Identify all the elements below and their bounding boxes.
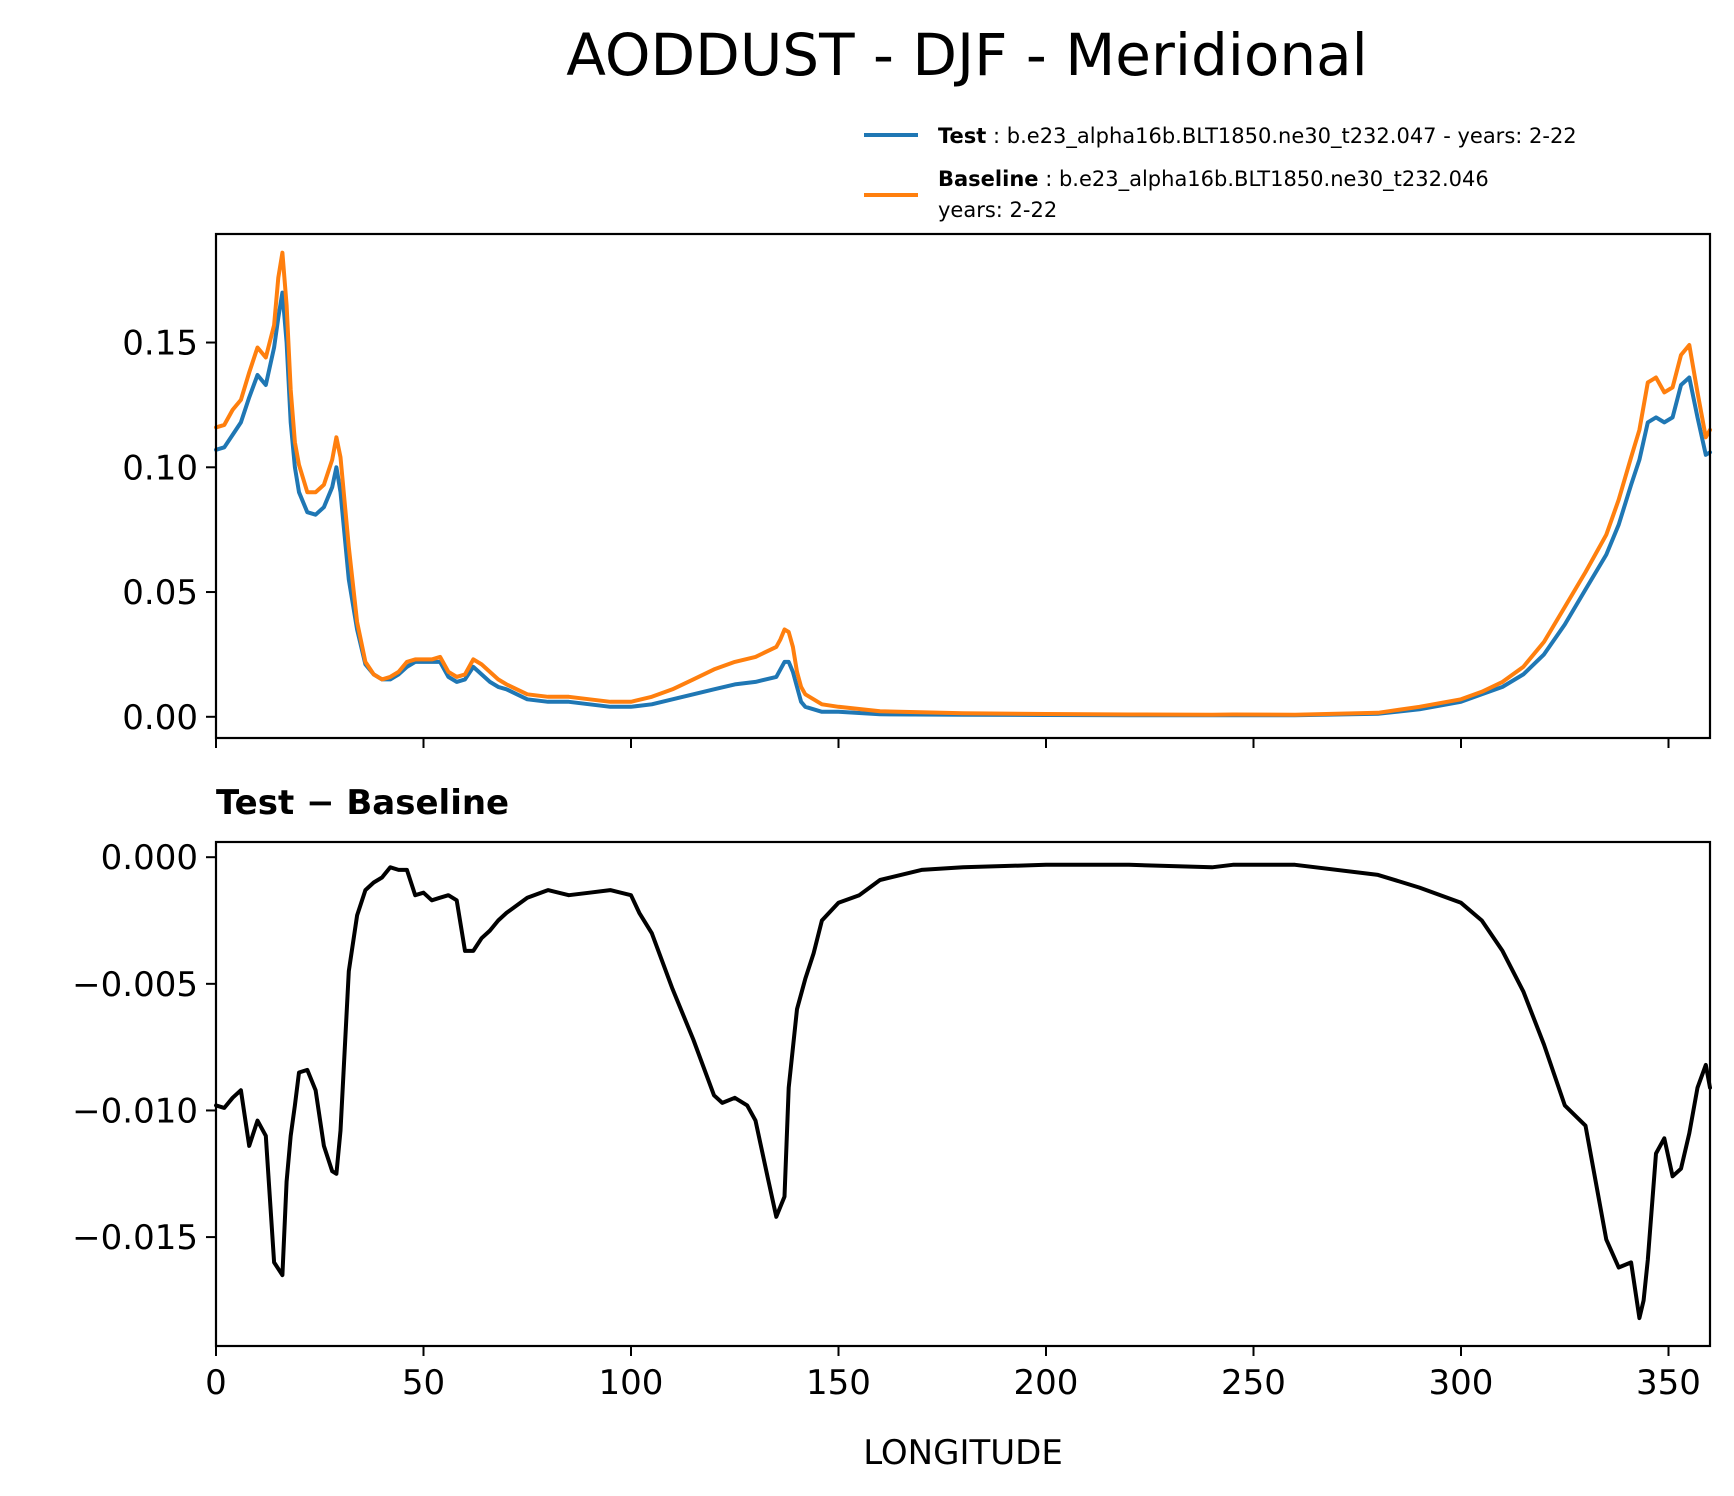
bottom-x-tick-label: 200 xyxy=(1014,1363,1079,1403)
bottom-y-tick-label: −0.015 xyxy=(72,1218,198,1258)
legend-test-label-bold: Test xyxy=(938,124,986,148)
legend-baseline-text: Baseline : b.e23_alpha16b.BLT1850.ne30_t… xyxy=(938,167,1489,192)
bottom-x-tick-label: 350 xyxy=(1636,1363,1701,1403)
bottom-x-tick-label: 150 xyxy=(806,1363,871,1403)
bottom-x-tick-label: 250 xyxy=(1221,1363,1286,1403)
legend-baseline-label: : b.e23_alpha16b.BLT1850.ne30_t232.046 xyxy=(1045,167,1489,192)
bottom-x-axis: 0 50 100 150 200 250 300 350 xyxy=(205,1346,1701,1403)
bottom-x-tick-label: 300 xyxy=(1429,1363,1494,1403)
legend: Test : b.e23_alpha16b.BLT1850.ne30_t232.… xyxy=(864,124,1577,222)
top-plot-frame xyxy=(214,232,1712,740)
bottom-panel-title: Test − Baseline xyxy=(216,783,509,823)
bottom-y-tick-label: 0.000 xyxy=(101,838,198,878)
bottom-x-tick-label: 50 xyxy=(402,1363,445,1403)
x-axis-label: LONGITUDE xyxy=(863,1433,1063,1473)
top-series-test xyxy=(214,290,1712,718)
top-x-axis xyxy=(215,738,1670,748)
legend-test-label: : b.e23_alpha16b.BLT1850.ne30_t232.047 -… xyxy=(993,124,1577,149)
bottom-x-tick-label: 100 xyxy=(599,1363,664,1403)
legend-baseline-label-bold: Baseline xyxy=(938,167,1039,191)
legend-baseline-label-line2: years: 2-22 xyxy=(938,198,1057,222)
top-y-tick-label: 0.00 xyxy=(122,698,198,738)
top-y-axis: 0.00 0.05 0.10 0.15 xyxy=(122,324,216,738)
bottom-series-test-baseline xyxy=(214,862,1712,1321)
top-y-tick-label: 0.15 xyxy=(122,324,198,364)
bottom-plot-frame xyxy=(214,840,1712,1348)
bottom-y-tick-label: −0.010 xyxy=(72,1091,198,1131)
chart-title: AODDUST - DJF - Meridional xyxy=(566,21,1368,89)
bottom-panel: Test − Baseline 0.000−0.005−0.010−0.015 … xyxy=(72,783,1712,1473)
top-series-group xyxy=(214,250,1712,718)
bottom-y-axis: 0.000 −0.005 −0.010 −0.015 xyxy=(72,838,216,1258)
top-y-tick-label: 0.05 xyxy=(122,573,198,613)
top-series-baseline xyxy=(214,250,1712,717)
top-y-tick-label: 0.10 xyxy=(122,448,198,488)
legend-test-text: Test : b.e23_alpha16b.BLT1850.ne30_t232.… xyxy=(938,124,1577,149)
top-panel: 0.00 0.05 0.10 0.15 xyxy=(122,232,1712,748)
bottom-series-group xyxy=(214,862,1712,1321)
bottom-x-tick-label: 0 xyxy=(205,1363,227,1403)
bottom-y-tick-label: −0.005 xyxy=(72,965,198,1005)
